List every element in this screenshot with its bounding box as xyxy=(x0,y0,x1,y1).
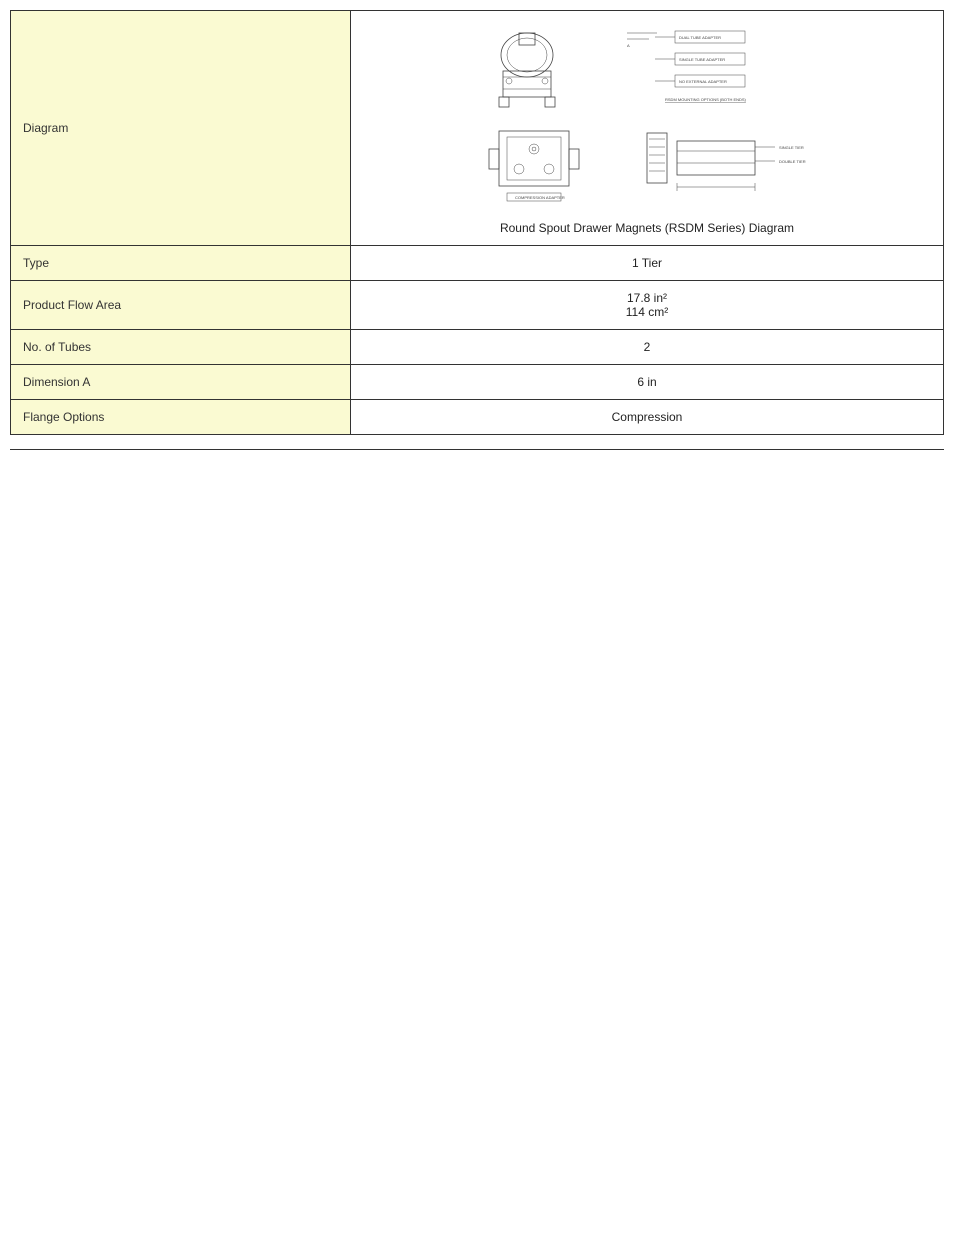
callout-text: RSDM MOUNTING OPTIONS (BOTH ENDS) xyxy=(665,97,747,102)
svg-text:A: A xyxy=(627,43,630,48)
row-dimension-a: Dimension A 6 in xyxy=(11,365,944,400)
row-diagram: Diagram xyxy=(11,11,944,246)
value-text: 6 in xyxy=(637,375,656,389)
value-text: 2 xyxy=(644,340,651,354)
row-flange-options: Flange Options Compression xyxy=(11,400,944,435)
label-text: Diagram xyxy=(23,121,68,135)
label-text: Product Flow Area xyxy=(23,298,121,312)
callout-text: SINGLE TUBE ADAPTER xyxy=(679,57,725,62)
value-text: 1 Tier xyxy=(632,256,662,270)
footer-divider xyxy=(10,449,944,450)
label-text: Flange Options xyxy=(23,410,104,424)
spec-table: Diagram xyxy=(10,10,944,435)
callout-text: COMPRESSION ADAPTER xyxy=(515,195,565,200)
label-cell: Product Flow Area xyxy=(11,281,351,330)
label-text: Dimension A xyxy=(23,375,90,389)
technical-diagram-svg: A DUAL TUBE ADAPTER SINGLE TUBE ADAPTER xyxy=(437,21,857,211)
diagram-cell: A DUAL TUBE ADAPTER SINGLE TUBE ADAPTER xyxy=(351,11,944,246)
callout-text: DUAL TUBE ADAPTER xyxy=(679,35,721,40)
row-product-flow-area: Product Flow Area 17.8 in² 114 cm² xyxy=(11,281,944,330)
value-text: 17.8 in² 114 cm² xyxy=(626,291,668,319)
callout-text: SINGLE TIER xyxy=(779,145,804,150)
label-text: Type xyxy=(23,256,49,270)
label-cell: Dimension A xyxy=(11,365,351,400)
value-cell: 6 in xyxy=(351,365,944,400)
diagram-wrap: A DUAL TUBE ADAPTER SINGLE TUBE ADAPTER xyxy=(363,21,931,235)
row-no-of-tubes: No. of Tubes 2 xyxy=(11,330,944,365)
value-cell: Compression xyxy=(351,400,944,435)
callout-text: DOUBLE TIER xyxy=(779,159,806,164)
value-text: Compression xyxy=(612,410,683,424)
label-text: No. of Tubes xyxy=(23,340,91,354)
label-cell: Flange Options xyxy=(11,400,351,435)
value-cell: 1 Tier xyxy=(351,246,944,281)
label-cell: Type xyxy=(11,246,351,281)
label-diagram: Diagram xyxy=(11,11,351,246)
label-cell: No. of Tubes xyxy=(11,330,351,365)
value-cell: 2 xyxy=(351,330,944,365)
row-type: Type 1 Tier xyxy=(11,246,944,281)
diagram-caption: Round Spout Drawer Magnets (RSDM Series)… xyxy=(500,221,794,235)
callout-text: NO EXTERNAL ADAPTER xyxy=(679,79,727,84)
value-cell: 17.8 in² 114 cm² xyxy=(351,281,944,330)
